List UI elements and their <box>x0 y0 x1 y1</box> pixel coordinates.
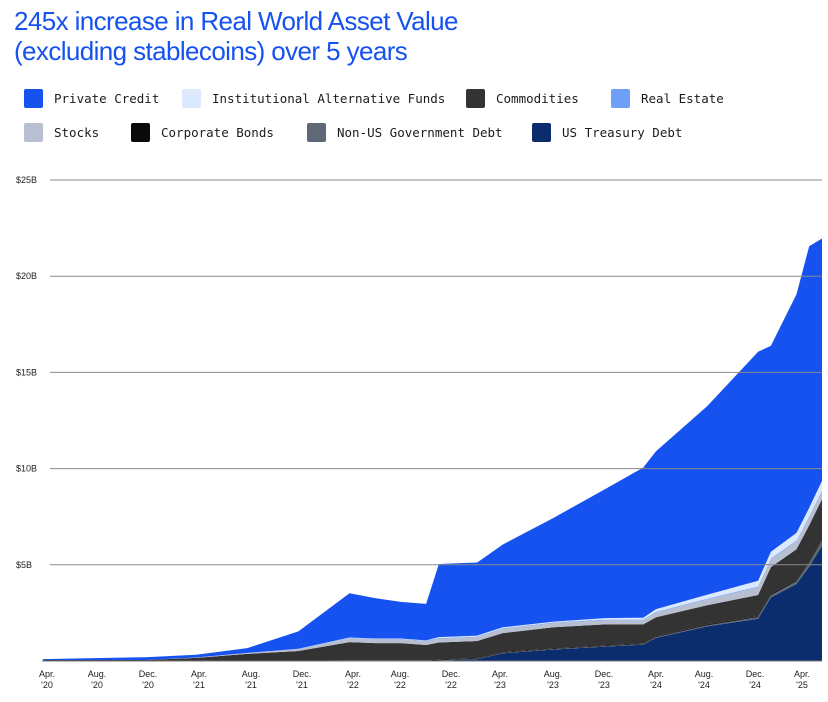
x-tick-label: Aug. '21 <box>242 669 261 690</box>
y-tick-label: $15B <box>16 367 37 377</box>
legend-item: US Treasury Debt <box>532 122 682 142</box>
legend-label: US Treasury Debt <box>562 124 683 140</box>
legend-item: Real Estate <box>611 88 724 108</box>
x-tick-label: Dec. '21 <box>293 669 312 690</box>
series-area-us-treasury-debt <box>43 545 822 661</box>
x-tick-label: Aug. '20 <box>88 669 107 690</box>
x-tick-label: Apr. '23 <box>492 669 508 690</box>
legend-swatch <box>611 88 630 108</box>
x-tick-label: Apr. '25 <box>794 669 810 690</box>
legend-item: Stocks <box>24 122 99 142</box>
legend-item: Non-US Government Debt <box>307 122 503 142</box>
x-tick-label: Dec. '24 <box>746 669 765 690</box>
legend-label: Non-US Government Debt <box>337 124 503 140</box>
x-tick-label: Aug. '23 <box>544 669 563 690</box>
legend-swatch <box>24 88 43 108</box>
x-tick-label: Apr. '24 <box>648 669 664 690</box>
x-tick-label: Dec. '22 <box>442 669 461 690</box>
y-tick-label: $25B <box>16 175 37 185</box>
legend-label: Real Estate <box>641 90 724 106</box>
legend-label: Institutional Alternative Funds <box>212 90 446 106</box>
y-tick-label: $20B <box>16 271 37 281</box>
legend-swatch <box>131 122 150 142</box>
legend-swatch <box>307 122 326 142</box>
x-tick-label: Dec. '20 <box>139 669 158 690</box>
legend-label: Private Credit <box>54 90 160 106</box>
legend-item: Commodities <box>466 88 579 108</box>
legend-swatch <box>466 88 485 108</box>
x-tick-label: Dec. '23 <box>595 669 614 690</box>
legend-swatch <box>24 122 43 142</box>
y-tick-label: $10B <box>16 464 37 474</box>
legend-label: Stocks <box>54 124 100 140</box>
x-tick-label: Apr. '22 <box>345 669 361 690</box>
x-tick-label: Aug. '22 <box>391 669 410 690</box>
x-tick-label: Apr. '20 <box>39 669 55 690</box>
chart-title: 245x increase in Real World Asset Value … <box>14 6 814 66</box>
legend-item: Private Credit <box>24 88 159 108</box>
series-area-private-credit <box>43 238 822 660</box>
legend: Private Credit Institutional Alternative … <box>0 0 828 150</box>
legend-swatch <box>532 122 551 142</box>
x-tick-label: Apr. '21 <box>191 669 207 690</box>
legend-label: Commodities <box>496 90 579 106</box>
legend-item: Institutional Alternative Funds <box>182 88 445 108</box>
legend-item: Corporate Bonds <box>131 122 274 142</box>
chart-title-line-2: (excluding stablecoins) over 5 years <box>14 36 408 66</box>
chart-title-line-1: 245x increase in Real World Asset Value <box>14 6 458 36</box>
y-tick-label: $5B <box>16 560 32 570</box>
x-tick-label: Aug. '24 <box>695 669 714 690</box>
legend-swatch <box>182 88 201 108</box>
legend-label: Corporate Bonds <box>161 124 274 140</box>
